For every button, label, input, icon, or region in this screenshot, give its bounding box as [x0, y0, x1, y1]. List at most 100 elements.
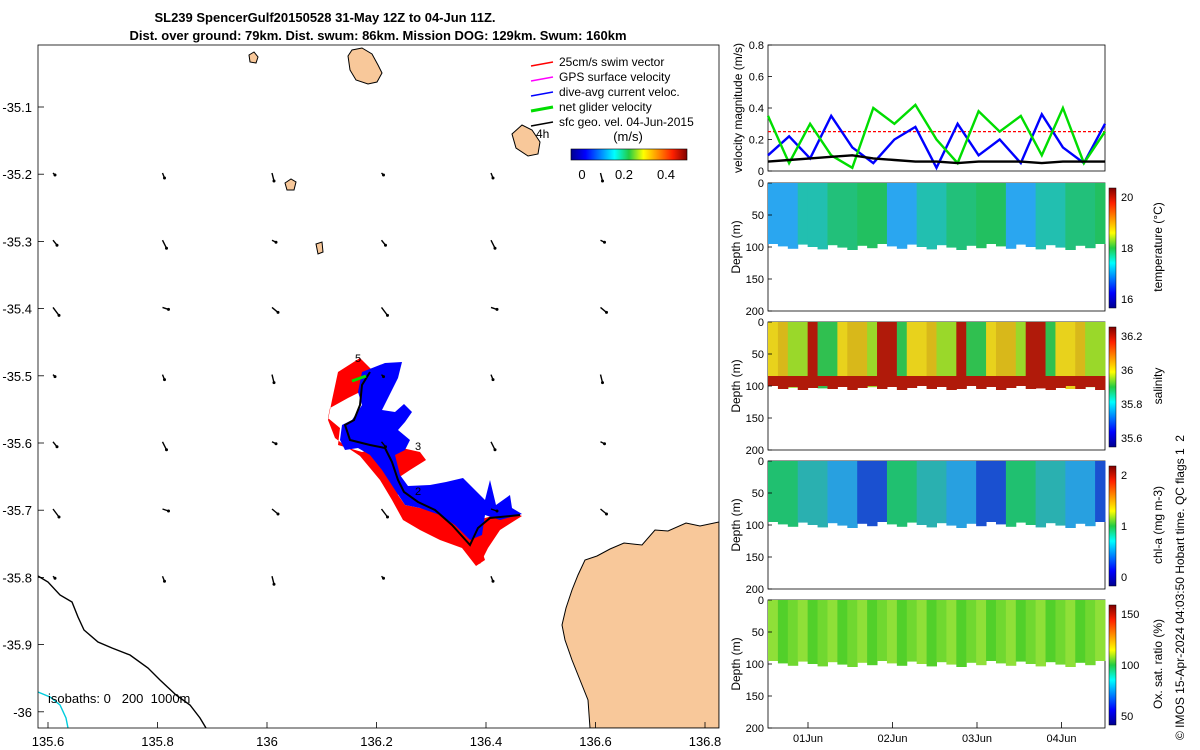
map-x-tick-label: 136.4	[470, 734, 503, 749]
glider-track-line	[343, 371, 521, 547]
map-x-tick-label: 136.6	[579, 734, 612, 749]
section-cell	[976, 183, 987, 249]
section-cell	[777, 322, 789, 386]
geo-arrow-head	[382, 375, 385, 379]
section-cell	[956, 183, 967, 250]
section-cell	[768, 183, 779, 244]
section-cell	[847, 376, 858, 390]
geo-arrow-head	[163, 579, 166, 583]
section-cell	[926, 461, 937, 528]
geo-arrow	[380, 306, 389, 316]
section-cell	[807, 183, 819, 247]
legend-swatch	[530, 105, 554, 113]
geo-arrow-head	[386, 313, 389, 317]
section-cell	[946, 322, 957, 387]
section-cell	[777, 376, 789, 389]
geo-arrow-head	[382, 576, 385, 580]
section-cell	[966, 183, 977, 246]
section-colorbar-tick: 16	[1121, 294, 1133, 306]
section-cell	[1075, 461, 1086, 524]
section-cell	[886, 183, 898, 247]
section-cell	[1005, 461, 1017, 527]
time-tick-label: 03Jun	[962, 733, 992, 745]
section-cell	[797, 600, 809, 662]
section-cell	[1045, 600, 1056, 663]
section-cell	[847, 183, 858, 250]
swim-vector-region	[328, 358, 485, 566]
section-y-tick-label: 100	[746, 659, 764, 671]
colorbar-tick-2: 0.4	[657, 167, 675, 182]
colorbar-unit-label: (m/s)	[613, 129, 643, 144]
section-cell	[777, 600, 789, 664]
geo-arrow-head	[491, 176, 495, 180]
section-colorbar-label: Ox. sat. ratio (%)	[1151, 619, 1165, 709]
velocity-plot-area	[767, 44, 1106, 172]
section-cell	[1095, 183, 1106, 244]
section-cell	[896, 183, 908, 249]
section-cell	[1085, 322, 1096, 388]
net-velocity-marker	[351, 374, 367, 383]
map-y-tick-label: -35.8	[2, 570, 32, 585]
map-x-tick-label: 136.2	[360, 734, 393, 749]
section-cell	[1075, 322, 1086, 385]
section-colorbar-tick: 100	[1121, 660, 1139, 672]
geo-arrow	[52, 508, 60, 518]
section-cell	[1025, 600, 1037, 664]
section-cell	[1065, 461, 1076, 528]
section-cell	[906, 376, 918, 388]
legend-entry: 25cm/s swim vector	[559, 55, 664, 69]
section-cell	[1035, 376, 1047, 387]
section-cell	[1005, 600, 1017, 666]
legend-swatch	[530, 76, 554, 82]
section-cell	[787, 461, 799, 527]
section-cell	[1015, 376, 1027, 386]
map-y-tick-label: -35.4	[2, 302, 32, 317]
geo-arrow-head	[493, 246, 497, 250]
section-cell	[1035, 600, 1047, 667]
map-y-tick-label: -35.7	[2, 503, 32, 518]
map-x-tick-label: 135.8	[141, 734, 174, 749]
section-y-tick-label: 100	[746, 381, 764, 393]
section-cell	[966, 461, 977, 524]
section-cell	[1055, 376, 1066, 388]
section-cell	[936, 376, 947, 387]
speed-colorbar	[570, 148, 688, 161]
section-cell	[797, 183, 809, 245]
section-colorbar-tick: 18	[1121, 243, 1133, 255]
island-legend-overlap	[511, 124, 541, 157]
section-cell	[857, 322, 868, 385]
section-cell	[787, 600, 799, 666]
section-cell	[768, 461, 779, 522]
section-cell	[1015, 322, 1027, 384]
section-cell	[995, 376, 1007, 390]
section-cell	[1085, 183, 1096, 249]
section-cell	[1065, 600, 1076, 667]
section-y-tick-label: 200	[746, 584, 764, 596]
section-cell	[817, 376, 828, 386]
legend-swatch	[530, 61, 554, 67]
section-y-tick-label: 100	[746, 520, 764, 532]
section-y-label: Depth (m)	[729, 498, 743, 551]
section-cell	[956, 461, 967, 528]
section-cell	[877, 461, 888, 522]
section-cell	[1045, 322, 1056, 385]
section-y-tick-label: 150	[746, 413, 764, 425]
section-cell	[916, 183, 928, 247]
geo-arrow	[52, 306, 60, 316]
section-cell	[1025, 183, 1037, 247]
geo-arrow-head	[272, 582, 276, 586]
section-cell	[946, 183, 957, 248]
geo-arrow-head	[382, 173, 385, 177]
section-cell	[926, 322, 937, 389]
geo-arrow-head	[272, 179, 276, 183]
velocity-y-label: velocity magnitude (m/s)	[731, 43, 745, 173]
section-cell	[1045, 183, 1056, 246]
section-y-tick-label: 200	[746, 723, 764, 735]
section-cell	[926, 600, 937, 667]
section-y-tick-label: 200	[746, 306, 764, 318]
section-cell	[777, 183, 789, 247]
section-cell	[1045, 461, 1056, 524]
geo-arrow-head	[495, 509, 499, 513]
mainland-landmass	[561, 521, 719, 728]
section-cell	[1095, 461, 1106, 522]
